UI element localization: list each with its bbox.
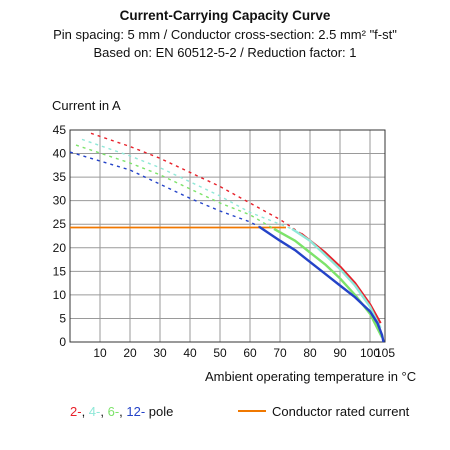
y-tick-label: 25 — [53, 217, 67, 231]
series-dashed-line — [81, 138, 293, 230]
legend-pole-item: 12- — [126, 404, 146, 419]
legend-pole-item: , — [81, 404, 89, 419]
legend-rated-current: Conductor rated current — [238, 404, 409, 419]
chart-subtitle-2: Based on: EN 60512-5-2 / Reduction facto… — [93, 45, 357, 60]
series-solid-line — [300, 232, 382, 324]
legend-pole-item: 6- — [107, 404, 120, 419]
y-tick-label: 15 — [53, 264, 67, 278]
plot-frame — [69, 129, 386, 343]
legend-pole-item: , — [119, 404, 127, 419]
x-tick-label: 80 — [303, 346, 317, 360]
y-tick-label: 30 — [53, 194, 67, 208]
chart-subtitle-1: Pin spacing: 5 mm / Conductor cross-sect… — [53, 27, 397, 42]
y-tick-label: 0 — [59, 335, 66, 349]
chart-title: Current-Carrying Capacity Curve — [119, 8, 331, 23]
legend-pole-item: 2- — [70, 404, 82, 419]
series-dashed-line — [90, 132, 302, 235]
legend-pole-item: 4- — [88, 404, 101, 419]
y-tick-label: 20 — [53, 241, 67, 255]
series-solid-line — [273, 227, 384, 338]
series-dashed-line — [75, 144, 275, 230]
legend-pole-counts: 2-, 4-, 6-, 12- pole — [70, 404, 173, 419]
y-tick-label: 45 — [53, 123, 67, 137]
x-tick-label: 70 — [273, 346, 287, 360]
series-dashed-line — [69, 151, 260, 228]
y-tick-label: 10 — [53, 288, 67, 302]
legend-rated-label: Conductor rated current — [272, 404, 410, 419]
x-tick-label: 105 — [375, 346, 395, 360]
x-tick-label: 100 — [360, 346, 380, 360]
x-tick-label: 10 — [93, 346, 107, 360]
x-tick-label: 40 — [183, 346, 197, 360]
series-solid-line — [291, 227, 382, 329]
x-tick-label: 20 — [123, 346, 137, 360]
legend-rated-swatch — [238, 409, 266, 412]
y-tick-label: 40 — [53, 147, 67, 161]
x-tick-label: 50 — [213, 346, 227, 360]
legend-pole-item: pole — [145, 404, 174, 419]
x-axis-label: Ambient operating temperature in °C — [205, 369, 417, 384]
y-tick-label: 5 — [59, 311, 66, 325]
x-tick-label: 60 — [243, 346, 257, 360]
legend-pole-item: , — [100, 404, 108, 419]
y-axis-label: Current in A — [52, 98, 121, 113]
x-tick-label: 90 — [333, 346, 347, 360]
y-tick-label: 35 — [53, 170, 67, 184]
x-tick-label: 30 — [153, 346, 167, 360]
series-solid-line — [258, 225, 385, 343]
